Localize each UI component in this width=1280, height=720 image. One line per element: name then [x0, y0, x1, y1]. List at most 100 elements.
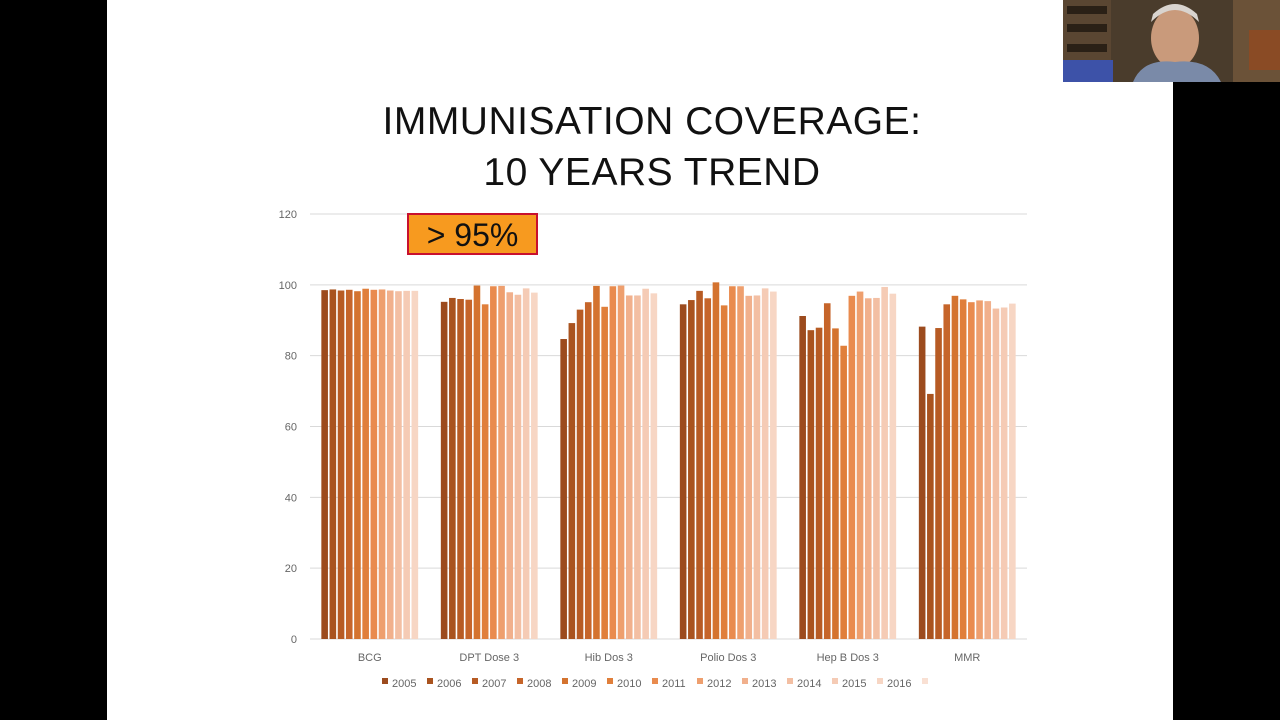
bar-hep-b-dos-3-2010	[840, 345, 847, 639]
bar-mmr-2008	[943, 304, 951, 639]
bar-bcg-2006	[329, 289, 337, 639]
bar-dpt-dose-3-2015	[522, 288, 530, 639]
legend-label-2006: 2006	[437, 678, 461, 690]
bar-dpt-dose-3-2011	[490, 286, 497, 639]
category-label-dpt-dose-3: DPT Dose 3	[459, 652, 519, 664]
bar-hib-dos-3-2012	[617, 285, 625, 639]
legend-label-2007: 2007	[482, 678, 506, 690]
bar-polio-dos-3-2008	[704, 298, 712, 639]
category-label-mmr: MMR	[954, 652, 980, 664]
bar-mmr-2005	[918, 326, 926, 639]
bar-hib-dos-3-2006	[568, 323, 576, 639]
bar-hib-dos-3-2009	[593, 285, 600, 639]
category-label-polio-dos-3: Polio Dos 3	[700, 652, 756, 664]
bar-mmr-2009	[951, 295, 959, 639]
bar-polio-dos-3-2013	[745, 295, 753, 639]
legend-label-2009: 2009	[572, 678, 596, 690]
category-label-hib-dos-3: Hib Dos 3	[585, 652, 633, 664]
bar-hib-dos-3-2015	[642, 288, 649, 639]
bar-hib-dos-3-2005	[560, 339, 567, 639]
legend-swatch-2015	[832, 678, 838, 684]
bar-polio-dos-3-2010	[720, 305, 728, 639]
y-tick-label-20: 20	[285, 563, 297, 575]
bar-polio-dos-3-2016	[770, 291, 777, 639]
category-label-bcg: BCG	[358, 652, 382, 664]
bar-hib-dos-3-2007	[576, 309, 584, 639]
legend-swatch-2012	[697, 678, 703, 684]
bar-mmr-2015	[1000, 307, 1008, 639]
bar-hep-b-dos-3-2009	[832, 328, 839, 639]
bar-hep-b-dos-3-2011	[848, 295, 856, 639]
bar-dpt-dose-3-2008	[465, 299, 473, 639]
bar-dpt-dose-3-2016	[531, 292, 538, 639]
legend-swatch-extra	[922, 678, 928, 684]
legend-label-2014: 2014	[797, 678, 821, 690]
y-tick-label-80: 80	[285, 351, 297, 363]
bar-mmr-2011	[968, 302, 975, 639]
y-tick-label-60: 60	[285, 422, 297, 434]
legend-swatch-2013	[742, 678, 748, 684]
bar-polio-dos-3-2011	[729, 286, 736, 639]
slide-title: IMMUNISATION COVERAGE: 10 YEARS TREND	[107, 96, 1173, 198]
bar-hep-b-dos-3-2005	[799, 316, 806, 639]
bar-hep-b-dos-3-2008	[823, 303, 831, 639]
legend-swatch-2006	[427, 678, 433, 684]
legend-swatch-2008	[517, 678, 523, 684]
bar-mmr-2013	[984, 301, 992, 639]
bar-bcg-2010	[362, 288, 369, 639]
legend-swatch-2014	[787, 678, 793, 684]
legend-label-2013: 2013	[752, 678, 776, 690]
y-tick-label-100: 100	[279, 280, 297, 292]
legend-label-2010: 2010	[617, 678, 641, 690]
bar-hep-b-dos-3-2007	[815, 327, 823, 639]
bar-polio-dos-3-2012	[737, 286, 744, 639]
immunisation-bar-chart: 0 20 40 60 80 100 120 BCG DPT Dose 3 Hib Dos 3 Pol…	[279, 209, 1027, 690]
webcam-presenter-image	[1063, 0, 1280, 82]
bar-mmr-2006	[927, 393, 934, 639]
legend-swatch-2007	[472, 678, 478, 684]
y-tick-label-0: 0	[291, 634, 297, 646]
bar-dpt-dose-3-2009	[473, 285, 481, 639]
legend-label-2012: 2012	[707, 678, 731, 690]
bar-polio-dos-3-2014	[753, 295, 761, 639]
bar-polio-dos-3-2007	[696, 290, 703, 639]
bar-dpt-dose-3-2010	[481, 304, 489, 639]
legend-swatch-2009	[562, 678, 568, 684]
bar-mmr-2012	[976, 300, 983, 639]
bar-mmr-2007	[935, 328, 942, 639]
bar-dpt-dose-3-2013	[506, 292, 514, 639]
bar-dpt-dose-3-2012	[498, 285, 505, 639]
bar-bcg-2013	[386, 290, 394, 639]
bar-dpt-dose-3-2005	[440, 301, 448, 639]
bar-hib-dos-3-2011	[609, 286, 617, 639]
webcam-video-overlay	[1063, 0, 1280, 82]
bar-bcg-2014	[395, 291, 402, 639]
bar-mmr-2016	[1009, 303, 1016, 639]
legend-swatch-2016	[877, 678, 883, 684]
bar-hep-b-dos-3-2006	[807, 330, 815, 639]
y-tick-label-40: 40	[285, 492, 297, 504]
legend-label-2008: 2008	[527, 678, 551, 690]
legend-swatch-2010	[607, 678, 613, 684]
y-tick-label-120: 120	[279, 209, 297, 221]
bar-hib-dos-3-2016	[650, 293, 658, 639]
legend-swatch-2005	[382, 678, 388, 684]
bar-bcg-2016	[411, 290, 419, 639]
bar-hib-dos-3-2014	[634, 295, 641, 639]
presentation-slide: IMMUNISATION COVERAGE: 10 YEARS TREND 0 2…	[107, 0, 1173, 720]
bar-polio-dos-3-2006	[688, 300, 695, 639]
legend-label-2015: 2015	[842, 678, 866, 690]
bar-mmr-2014	[992, 308, 1000, 639]
category-label-hep-b-dos-3: Hep B Dos 3	[817, 652, 879, 664]
bar-hib-dos-3-2010	[601, 306, 608, 639]
bar-bcg-2009	[354, 291, 361, 639]
bar-dpt-dose-3-2006	[449, 297, 456, 639]
bar-polio-dos-3-2009	[712, 282, 720, 639]
legend-label-2016: 2016	[887, 678, 911, 690]
bar-hep-b-dos-3-2013	[864, 298, 872, 639]
bar-hib-dos-3-2008	[584, 302, 592, 639]
bar-bcg-2012	[378, 289, 386, 639]
bar-mmr-2010	[959, 299, 967, 639]
bar-dpt-dose-3-2014	[514, 294, 522, 639]
bar-hib-dos-3-2013	[625, 295, 633, 639]
